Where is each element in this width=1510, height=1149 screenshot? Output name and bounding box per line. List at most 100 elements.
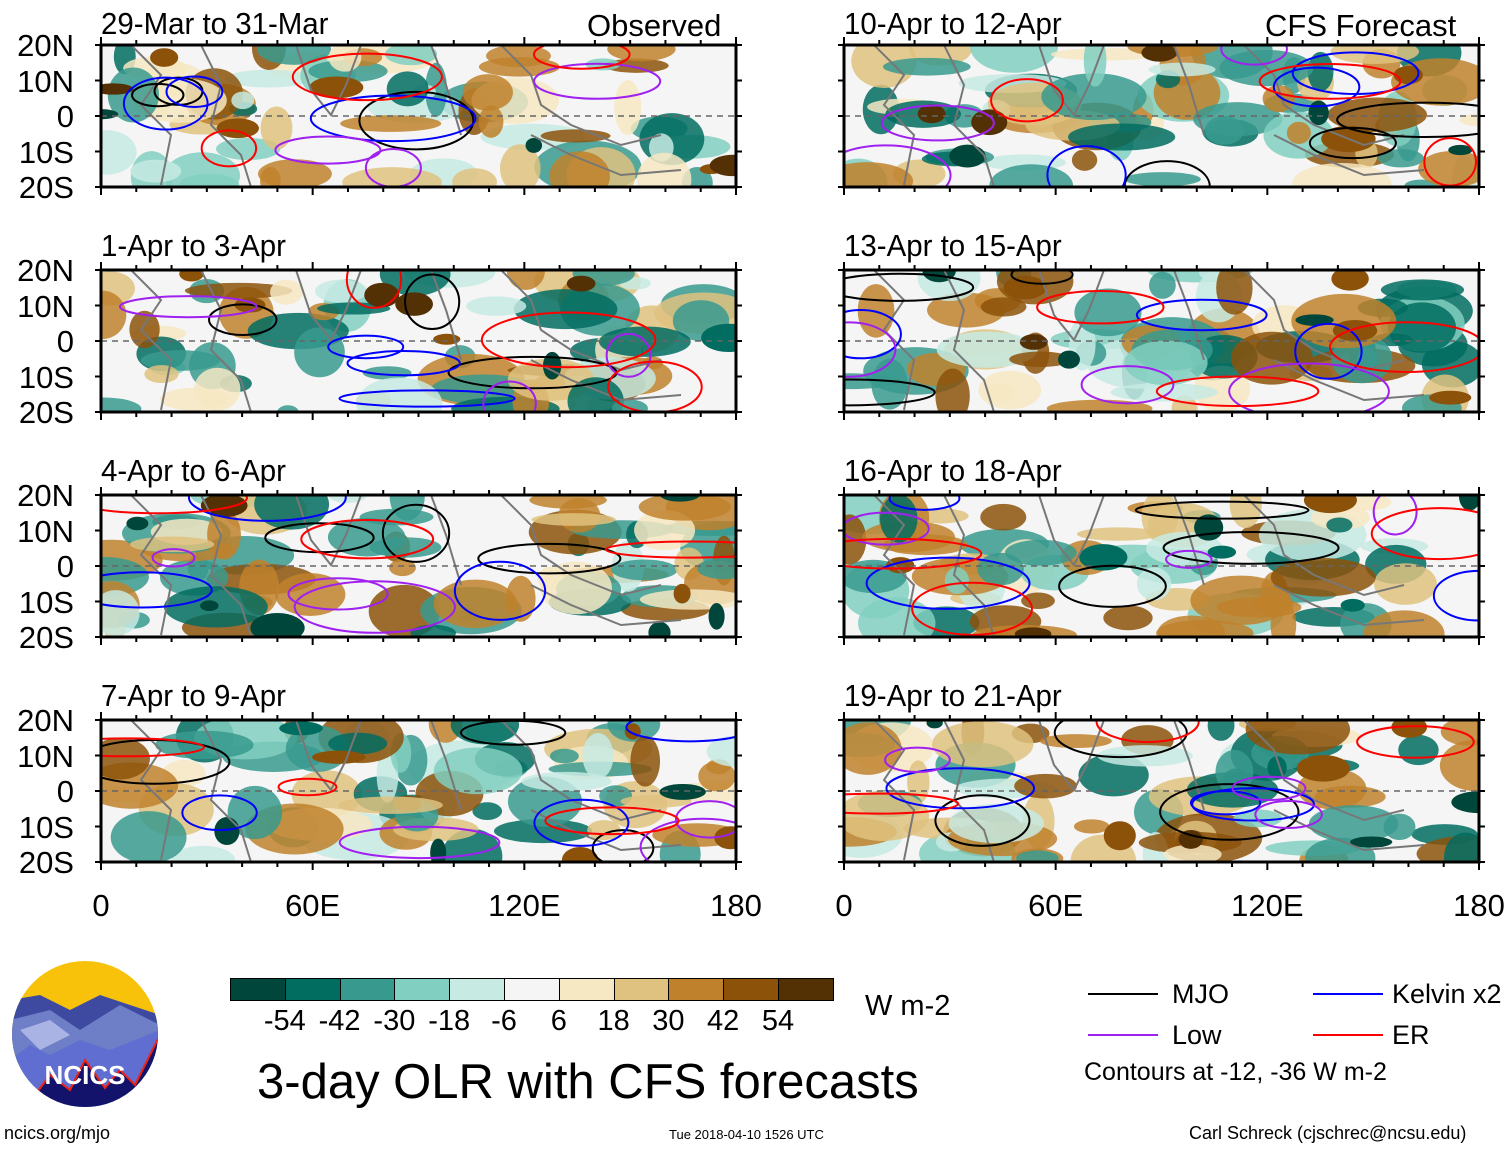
mjo-contour bbox=[1134, 500, 1310, 520]
lat-tick-label: 20S bbox=[18, 395, 74, 430]
olr-anomaly-blob bbox=[1076, 527, 1161, 541]
olr-anomaly-blob bbox=[1009, 351, 1072, 367]
kelvin-contour bbox=[888, 495, 961, 511]
olr-anomaly-blob bbox=[225, 69, 313, 88]
olr-anomaly-blob bbox=[706, 735, 736, 767]
olr-anomaly-blob bbox=[231, 91, 255, 110]
olr-anomaly-blob bbox=[540, 561, 612, 615]
low-contour bbox=[533, 62, 662, 100]
mjo-contour bbox=[1159, 783, 1300, 841]
olr-anomaly-blob bbox=[549, 151, 610, 187]
lat-tick-label: 10S bbox=[18, 359, 74, 395]
colorbar-swatch bbox=[613, 978, 670, 1001]
low-contour bbox=[605, 332, 652, 378]
olr-anomaly-blob bbox=[130, 159, 182, 183]
ncics-logo: NCICS bbox=[12, 961, 158, 1107]
olr-anomaly-blob bbox=[171, 845, 236, 862]
kelvin-contour bbox=[1191, 787, 1316, 822]
olr-anomaly-blob bbox=[1149, 271, 1176, 299]
olr-map-panel bbox=[95, 262, 742, 420]
olr-anomaly-blob bbox=[1148, 62, 1216, 77]
colorbar-swatch bbox=[504, 978, 560, 1001]
er-contour bbox=[101, 737, 205, 758]
olr-anomaly-blob bbox=[1110, 383, 1218, 402]
mjo-contour bbox=[1058, 564, 1167, 608]
low-contour bbox=[287, 577, 389, 611]
mjo-contour bbox=[934, 794, 1031, 847]
olr-anomaly-core bbox=[561, 847, 599, 862]
low-contour bbox=[844, 144, 952, 187]
kelvin-contour bbox=[453, 560, 547, 621]
olr-anomaly-blob bbox=[340, 115, 442, 132]
olr-anomaly-blob bbox=[294, 327, 345, 378]
er-contour bbox=[1258, 62, 1402, 100]
olr-anomaly-blob bbox=[493, 819, 593, 844]
colorbar-label: -18 bbox=[428, 1005, 471, 1037]
olr-anomaly-blob bbox=[328, 495, 367, 503]
er-contour bbox=[1356, 725, 1475, 759]
olr-anomaly-blob bbox=[1071, 149, 1098, 171]
low-contour bbox=[844, 511, 930, 546]
mjo-contour bbox=[477, 542, 622, 575]
lon-tick-label: 180 bbox=[1453, 888, 1505, 923]
olr-anomaly-blob bbox=[978, 370, 1042, 410]
olr-anomaly-blob bbox=[342, 167, 442, 187]
olr-anomaly-core bbox=[395, 292, 433, 316]
olr-anomaly-blob bbox=[1378, 149, 1425, 168]
olr-anomaly-blob bbox=[1039, 734, 1112, 748]
kelvin-contour bbox=[533, 798, 630, 847]
coastline bbox=[873, 45, 1425, 187]
olr-anomaly-blob bbox=[433, 579, 518, 629]
er-contour bbox=[1370, 507, 1479, 561]
olr-anomaly-blob bbox=[1163, 844, 1222, 862]
olr-anomaly-blob bbox=[1016, 850, 1059, 862]
olr-anomaly-blob bbox=[275, 573, 346, 616]
coastline bbox=[873, 495, 1425, 637]
legend-mjo-label: MJO bbox=[1172, 979, 1229, 1009]
lat-tick-label: 10S bbox=[18, 809, 74, 845]
er-contour bbox=[544, 806, 680, 836]
olr-anomaly-blob bbox=[611, 399, 648, 412]
lat-tick-label: 20N bbox=[17, 703, 74, 738]
olr-anomaly-core bbox=[566, 275, 596, 292]
olr-anomaly-blob bbox=[257, 45, 332, 65]
olr-anomaly-blob bbox=[630, 735, 661, 787]
olr-anomaly-core bbox=[364, 282, 400, 308]
olr-anomaly-blob bbox=[1229, 495, 1262, 529]
olr-map-panel bbox=[95, 712, 742, 870]
lon-tick-label: 0 bbox=[835, 888, 853, 923]
mjo-contour bbox=[358, 90, 475, 151]
olr-anomaly-blob bbox=[540, 129, 611, 143]
low-contour bbox=[1220, 45, 1288, 66]
olr-anomaly-core bbox=[949, 144, 986, 168]
olr-anomaly-blob bbox=[462, 74, 513, 111]
olr-anomaly-blob bbox=[110, 811, 187, 862]
colorbar-swatch bbox=[558, 978, 615, 1001]
panel-title: 1-Apr to 3-Apr bbox=[101, 228, 286, 263]
olr-anomaly-blob bbox=[1308, 805, 1399, 843]
olr-anomaly-blob bbox=[1326, 517, 1353, 533]
mjo-contour bbox=[591, 829, 655, 862]
coastline bbox=[873, 270, 1425, 412]
olr-anomaly-core bbox=[1332, 319, 1378, 342]
olr-anomaly-core bbox=[1308, 100, 1329, 126]
low-contour bbox=[880, 104, 995, 142]
legend-low-line bbox=[1088, 1034, 1158, 1036]
olr-anomaly-blob bbox=[362, 366, 412, 380]
olr-map-panel bbox=[838, 487, 1485, 645]
olr-anomaly-blob bbox=[1207, 720, 1235, 741]
colorbar-swatch bbox=[668, 978, 725, 1001]
olr-anomaly-core bbox=[660, 495, 700, 502]
olr-anomaly-blob bbox=[638, 495, 731, 521]
olr-anomaly-blob bbox=[1363, 610, 1445, 637]
olr-anomaly-blob bbox=[101, 130, 137, 175]
olr-anomaly-blob bbox=[472, 802, 503, 821]
footer-url[interactable]: ncics.org/mjo bbox=[4, 1123, 111, 1143]
olr-anomaly-blob bbox=[260, 106, 293, 150]
kelvin-contour bbox=[1046, 145, 1127, 187]
lon-tick-label: 180 bbox=[710, 888, 762, 923]
observed-label: Observed bbox=[587, 8, 722, 43]
olr-anomaly-blob bbox=[636, 152, 692, 187]
olr-anomaly-blob bbox=[101, 290, 127, 340]
olr-anomaly-blob bbox=[144, 365, 179, 383]
